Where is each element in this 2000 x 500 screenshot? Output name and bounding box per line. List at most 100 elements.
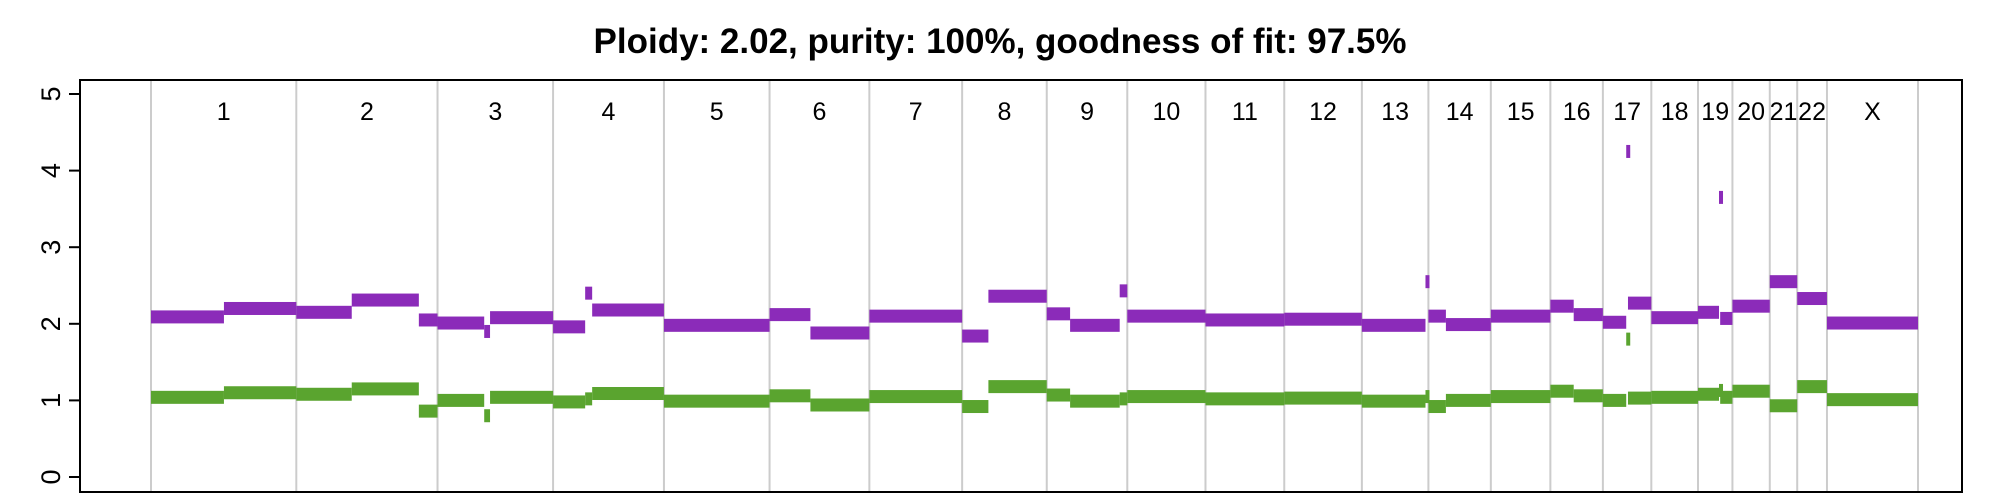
y-tick-label: 0 bbox=[36, 469, 66, 484]
y-tick-label: 5 bbox=[36, 86, 66, 101]
minor-copy-number-segment bbox=[1698, 387, 1720, 401]
total-copy-number-segment bbox=[490, 311, 554, 325]
total-copy-number-segment bbox=[1573, 308, 1603, 322]
y-tick-label: 3 bbox=[36, 240, 66, 255]
chromosome-label: 4 bbox=[602, 98, 616, 126]
minor-copy-number-segment bbox=[1284, 391, 1362, 405]
chromosome-label: 21 bbox=[1770, 98, 1798, 126]
minor-copy-number-segment bbox=[1797, 380, 1827, 394]
chromosome-label: 8 bbox=[997, 98, 1011, 126]
total-copy-number-segment bbox=[1797, 292, 1827, 306]
minor-copy-number-segment bbox=[484, 409, 491, 423]
y-tick-label: 4 bbox=[36, 163, 66, 178]
minor-copy-number-segment bbox=[1550, 384, 1574, 398]
chromosome-label: 9 bbox=[1080, 98, 1094, 126]
minor-copy-number-segment bbox=[1046, 388, 1071, 402]
minor-copy-number-segment bbox=[1732, 384, 1770, 398]
chart-title: Ploidy: 2.02, purity: 100%, goodness of … bbox=[594, 22, 1407, 61]
total-copy-number-segment bbox=[962, 329, 989, 343]
total-copy-number-segment bbox=[1119, 284, 1128, 298]
minor-copy-number-segment bbox=[1826, 393, 1918, 407]
total-copy-number-segment bbox=[1626, 144, 1631, 158]
total-copy-number-segment bbox=[1445, 318, 1491, 332]
minor-copy-number-segment bbox=[1428, 400, 1446, 414]
total-copy-number-segment bbox=[1205, 313, 1285, 327]
total-copy-number-segment bbox=[151, 310, 224, 324]
total-copy-number-segment bbox=[553, 320, 586, 334]
total-copy-number-segment bbox=[1769, 275, 1798, 289]
minor-copy-number-segment bbox=[1425, 390, 1430, 404]
total-copy-number-segment bbox=[1826, 316, 1918, 330]
minor-copy-number-segment bbox=[663, 394, 770, 408]
total-copy-number-segment bbox=[418, 313, 438, 327]
minor-copy-number-segment bbox=[1205, 392, 1285, 406]
minor-copy-number-segment bbox=[351, 382, 419, 396]
plot-frame bbox=[79, 79, 1963, 493]
chromosome-label: 14 bbox=[1446, 98, 1474, 126]
total-copy-number-segment bbox=[592, 303, 664, 317]
minor-copy-number-segment bbox=[437, 393, 485, 407]
minor-copy-number-segment bbox=[1127, 390, 1206, 404]
minor-copy-number-segment bbox=[223, 386, 297, 400]
minor-copy-number-segment bbox=[592, 387, 664, 401]
total-copy-number-segment bbox=[1720, 311, 1733, 325]
total-copy-number-segment bbox=[1732, 299, 1770, 313]
minor-copy-number-segment bbox=[296, 387, 352, 401]
minor-copy-number-segment bbox=[869, 390, 963, 404]
chromosome-label: 5 bbox=[710, 98, 724, 126]
total-copy-number-segment bbox=[988, 289, 1047, 303]
total-copy-number-segment bbox=[663, 318, 770, 332]
chromosome-label: 7 bbox=[909, 98, 923, 126]
total-copy-number-segment bbox=[223, 301, 297, 315]
chromosome-label: 10 bbox=[1152, 98, 1180, 126]
y-tick-label: 1 bbox=[36, 393, 66, 408]
minor-copy-number-segment bbox=[1626, 332, 1631, 346]
total-copy-number-segment bbox=[1490, 309, 1551, 323]
chromosome-label: 2 bbox=[360, 98, 374, 126]
minor-copy-number-segment bbox=[1573, 389, 1603, 403]
minor-copy-number-segment bbox=[1490, 390, 1551, 404]
minor-copy-number-segment bbox=[418, 404, 438, 418]
minor-copy-number-segment bbox=[988, 380, 1047, 394]
minor-copy-number-segment bbox=[585, 392, 593, 406]
total-copy-number-segment bbox=[1284, 312, 1362, 326]
chromosome-label: 16 bbox=[1563, 98, 1591, 126]
total-copy-number-segment bbox=[296, 305, 352, 319]
total-copy-number-segment bbox=[1070, 318, 1120, 332]
segments-layer bbox=[151, 144, 1918, 423]
chromosome-label: X bbox=[1864, 98, 1881, 126]
chromosome-label: 13 bbox=[1381, 98, 1409, 126]
minor-copy-number-segment bbox=[1769, 399, 1798, 413]
total-copy-number-segment bbox=[1428, 309, 1446, 323]
chromosome-label: 11 bbox=[1232, 98, 1258, 126]
minor-copy-number-segment bbox=[810, 398, 870, 412]
minor-copy-number-segment bbox=[553, 395, 586, 409]
minor-copy-number-segment bbox=[151, 390, 224, 404]
chromosome-label: 3 bbox=[488, 98, 502, 126]
total-copy-number-segment bbox=[1698, 305, 1720, 319]
total-copy-number-segment bbox=[1361, 318, 1426, 332]
minor-copy-number-segment bbox=[1602, 393, 1627, 407]
total-copy-number-segment bbox=[769, 308, 811, 322]
chromosome-label: 1 bbox=[217, 98, 231, 126]
y-axis: 0 1 2 3 4 5 bbox=[36, 86, 80, 485]
total-copy-number-segment bbox=[484, 324, 491, 338]
chromosome-label: 15 bbox=[1507, 98, 1535, 126]
minor-copy-number-segment bbox=[490, 390, 554, 404]
total-copy-number-segment bbox=[1550, 299, 1574, 313]
chromosome-label: 19 bbox=[1701, 98, 1729, 126]
chromosome-label: 18 bbox=[1661, 98, 1689, 126]
y-tick-label: 2 bbox=[36, 316, 66, 331]
chromosome-label: 12 bbox=[1309, 98, 1337, 126]
total-copy-number-segment bbox=[869, 309, 963, 323]
minor-copy-number-segment bbox=[1361, 394, 1426, 408]
chromosome-label: 17 bbox=[1613, 98, 1641, 126]
total-copy-number-segment bbox=[585, 286, 593, 300]
chromosome-grid bbox=[150, 80, 1919, 492]
chromosome-label: 22 bbox=[1798, 98, 1826, 126]
minor-copy-number-segment bbox=[1070, 394, 1120, 408]
total-copy-number-segment bbox=[810, 326, 870, 340]
minor-copy-number-segment bbox=[1720, 390, 1733, 404]
chromosome-label: 6 bbox=[813, 98, 827, 126]
